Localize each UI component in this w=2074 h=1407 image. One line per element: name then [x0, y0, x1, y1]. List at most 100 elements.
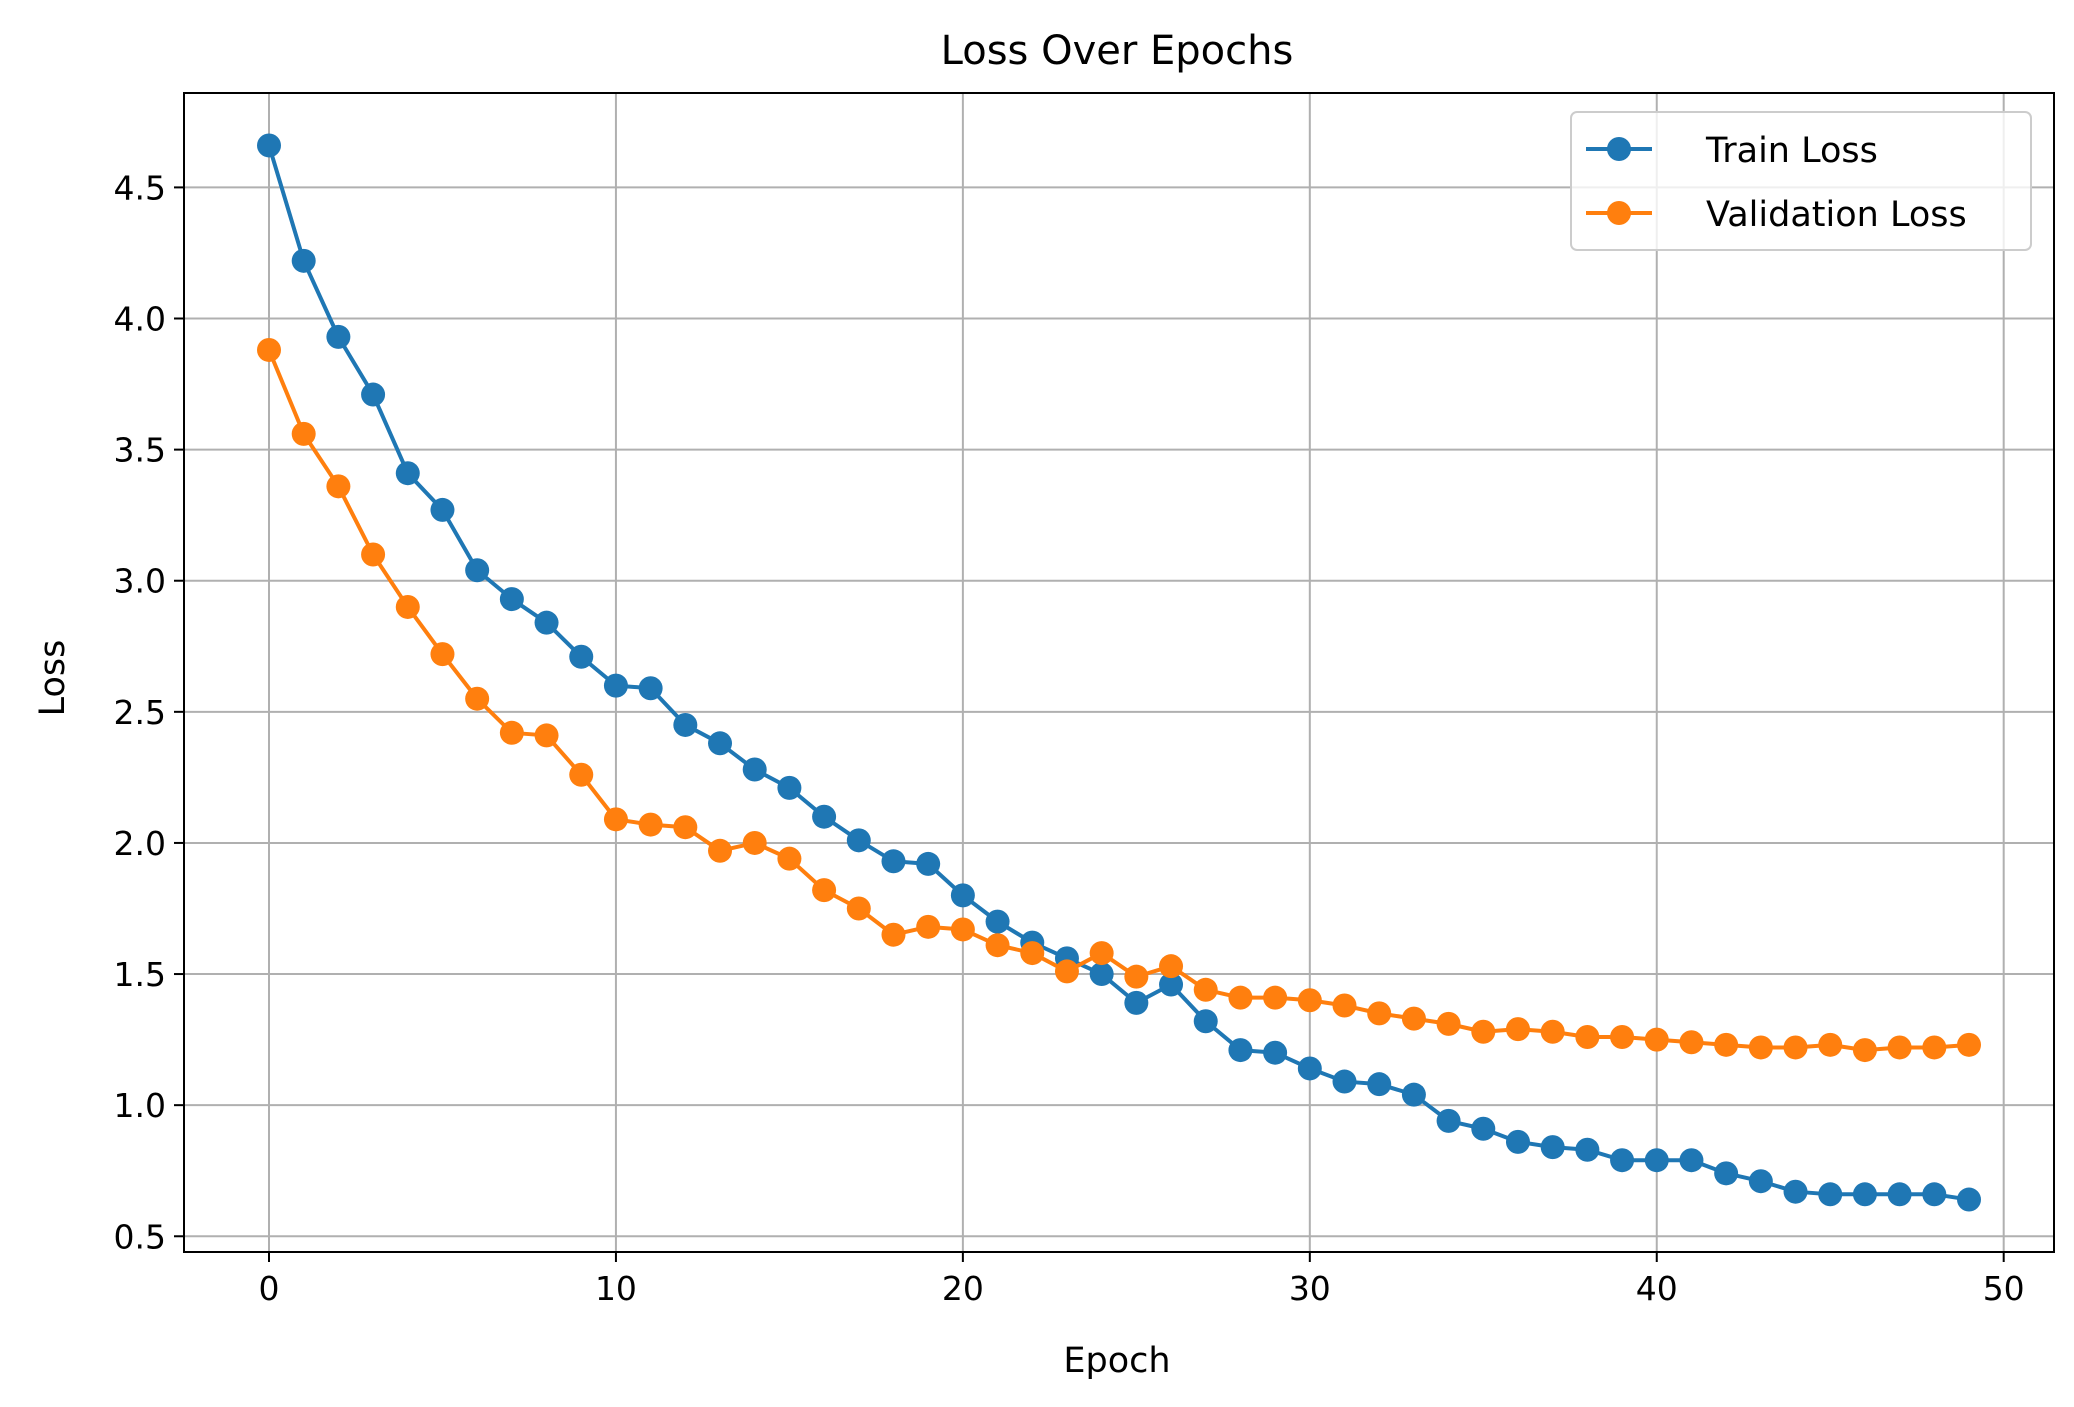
data-point-validation-loss	[846, 896, 871, 921]
data-point-validation-loss	[603, 807, 628, 832]
data-point-validation-loss	[777, 846, 802, 871]
data-point-train-loss	[1332, 1069, 1357, 1094]
data-point-train-loss	[1505, 1129, 1530, 1154]
data-point-train-loss	[1575, 1137, 1600, 1162]
data-point-validation-loss	[881, 922, 906, 947]
data-point-validation-loss	[291, 421, 316, 446]
plot-frame	[183, 92, 2055, 1253]
data-point-validation-loss	[1852, 1038, 1877, 1063]
data-point-train-loss	[603, 673, 628, 698]
data-point-train-loss	[1228, 1038, 1253, 1063]
x-tick-label: 10	[595, 1269, 637, 1308]
data-point-validation-loss	[916, 914, 941, 939]
data-point-validation-loss	[1332, 993, 1357, 1018]
legend-label-train: Train Loss	[1705, 131, 1878, 171]
data-point-validation-loss	[1401, 1006, 1426, 1031]
data-point-train-loss	[1367, 1072, 1392, 1097]
data-point-validation-loss	[638, 812, 663, 837]
data-point-validation-loss	[742, 830, 767, 855]
y-tick-label: 4.5	[114, 168, 166, 207]
data-point-validation-loss	[326, 474, 351, 499]
data-point-train-loss	[1263, 1040, 1288, 1065]
data-point-train-loss	[257, 133, 281, 158]
data-point-train-loss	[777, 775, 802, 800]
data-point-validation-loss	[1436, 1011, 1461, 1036]
data-point-validation-loss	[1575, 1024, 1600, 1049]
data-point-validation-loss	[1783, 1035, 1808, 1060]
data-point-validation-loss	[673, 815, 698, 840]
data-point-validation-loss	[1818, 1032, 1843, 1057]
data-point-train-loss	[881, 849, 906, 874]
y-tick-label: 3.5	[114, 431, 166, 470]
data-point-validation-loss	[1054, 959, 1079, 984]
y-axis-label: Loss	[33, 640, 73, 717]
data-point-train-loss	[1852, 1182, 1877, 1207]
y-tick-label: 4.0	[114, 300, 166, 339]
data-point-validation-loss	[499, 720, 524, 745]
data-point-train-loss	[1783, 1179, 1808, 1204]
data-point-train-loss	[812, 804, 837, 829]
x-tick-label: 50	[1983, 1269, 2025, 1308]
data-point-validation-loss	[1159, 954, 1184, 979]
data-point-train-loss	[1679, 1148, 1704, 1173]
y-tick-label: 0.5	[114, 1217, 166, 1256]
data-point-validation-loss	[569, 762, 594, 787]
data-point-train-loss	[1540, 1135, 1565, 1160]
legend-marker-train	[1607, 137, 1631, 161]
data-point-validation-loss	[1089, 941, 1114, 966]
data-point-train-loss	[395, 461, 420, 486]
series-layer	[257, 133, 1981, 1212]
data-point-validation-loss	[1471, 1019, 1496, 1044]
data-point-validation-loss	[1610, 1024, 1635, 1049]
x-tick-label: 20	[942, 1269, 984, 1308]
data-point-train-loss	[1471, 1116, 1496, 1141]
data-point-train-loss	[534, 610, 559, 635]
data-point-train-loss	[638, 676, 663, 701]
data-point-validation-loss	[361, 542, 386, 567]
x-axis-ticks: 0 10 20 30 40 50	[259, 1252, 2025, 1308]
data-point-validation-loss	[1020, 941, 1045, 966]
data-point-train-loss	[291, 248, 316, 273]
data-point-train-loss	[569, 644, 594, 669]
data-point-validation-loss	[1679, 1030, 1704, 1055]
data-point-train-loss	[673, 712, 698, 737]
data-point-train-loss	[1610, 1148, 1635, 1173]
y-tick-label: 3.0	[114, 562, 166, 601]
x-axis-label: Epoch	[1063, 1341, 1170, 1381]
y-tick-label: 1.5	[114, 955, 166, 994]
data-point-train-loss	[1401, 1082, 1426, 1107]
data-point-train-loss	[1957, 1187, 1981, 1212]
data-point-validation-loss	[1540, 1019, 1565, 1044]
data-point-validation-loss	[1297, 988, 1322, 1013]
data-point-train-loss	[1159, 972, 1184, 997]
data-point-validation-loss	[1193, 977, 1218, 1002]
data-point-validation-loss	[1228, 985, 1253, 1010]
legend-box	[1570, 111, 2032, 251]
data-point-validation-loss	[985, 933, 1010, 958]
data-point-train-loss	[1818, 1182, 1843, 1207]
data-point-train-loss	[361, 382, 386, 407]
data-point-train-loss	[1887, 1182, 1912, 1207]
data-point-train-loss	[1922, 1182, 1947, 1207]
data-point-train-loss	[1748, 1169, 1773, 1194]
legend-label-validation: Validation Loss	[1706, 195, 1967, 235]
data-point-validation-loss	[708, 838, 733, 863]
y-axis-ticks: 0.5 1.0 1.5 2.0 2.5 3.0 3.5 4.0 4.5	[114, 168, 184, 1256]
y-tick-label: 1.0	[114, 1086, 166, 1125]
y-tick-label: 2.5	[114, 693, 166, 732]
data-point-validation-loss	[1124, 964, 1149, 989]
legend: Train Loss Validation Loss	[1570, 111, 2032, 251]
y-tick-label: 2.0	[114, 824, 166, 863]
data-point-validation-loss	[1367, 1001, 1392, 1026]
data-point-train-loss	[1436, 1108, 1461, 1133]
data-point-validation-loss	[465, 686, 490, 711]
data-point-train-loss	[1297, 1056, 1322, 1081]
data-point-train-loss	[1714, 1161, 1739, 1186]
x-tick-label: 30	[1289, 1269, 1331, 1308]
data-point-train-loss	[742, 757, 767, 782]
data-point-train-loss	[1089, 962, 1114, 987]
data-point-validation-loss	[1263, 985, 1288, 1010]
data-point-validation-loss	[257, 337, 281, 362]
grid-lines	[184, 93, 2054, 1252]
